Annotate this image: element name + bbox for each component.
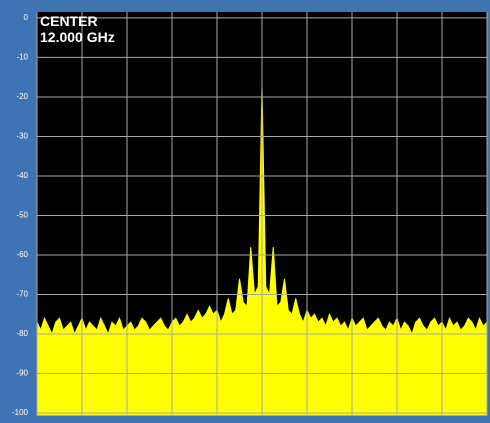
y-tick-label: -50 xyxy=(16,211,28,220)
y-tick-label: -80 xyxy=(16,329,28,338)
y-tick-label: -30 xyxy=(16,132,28,141)
y-tick-label: -90 xyxy=(16,369,28,378)
y-tick-label: -100 xyxy=(12,408,29,417)
y-tick-label: -10 xyxy=(16,53,28,62)
y-tick-label: -70 xyxy=(16,290,28,299)
y-tick-label: -40 xyxy=(16,171,28,180)
y-tick-label: -60 xyxy=(16,250,28,259)
y-tick-label: 0 xyxy=(24,13,29,22)
y-tick-label: -20 xyxy=(16,92,28,101)
center-frequency: 12.000 GHz xyxy=(40,29,115,45)
center-label: CENTER xyxy=(40,13,98,29)
